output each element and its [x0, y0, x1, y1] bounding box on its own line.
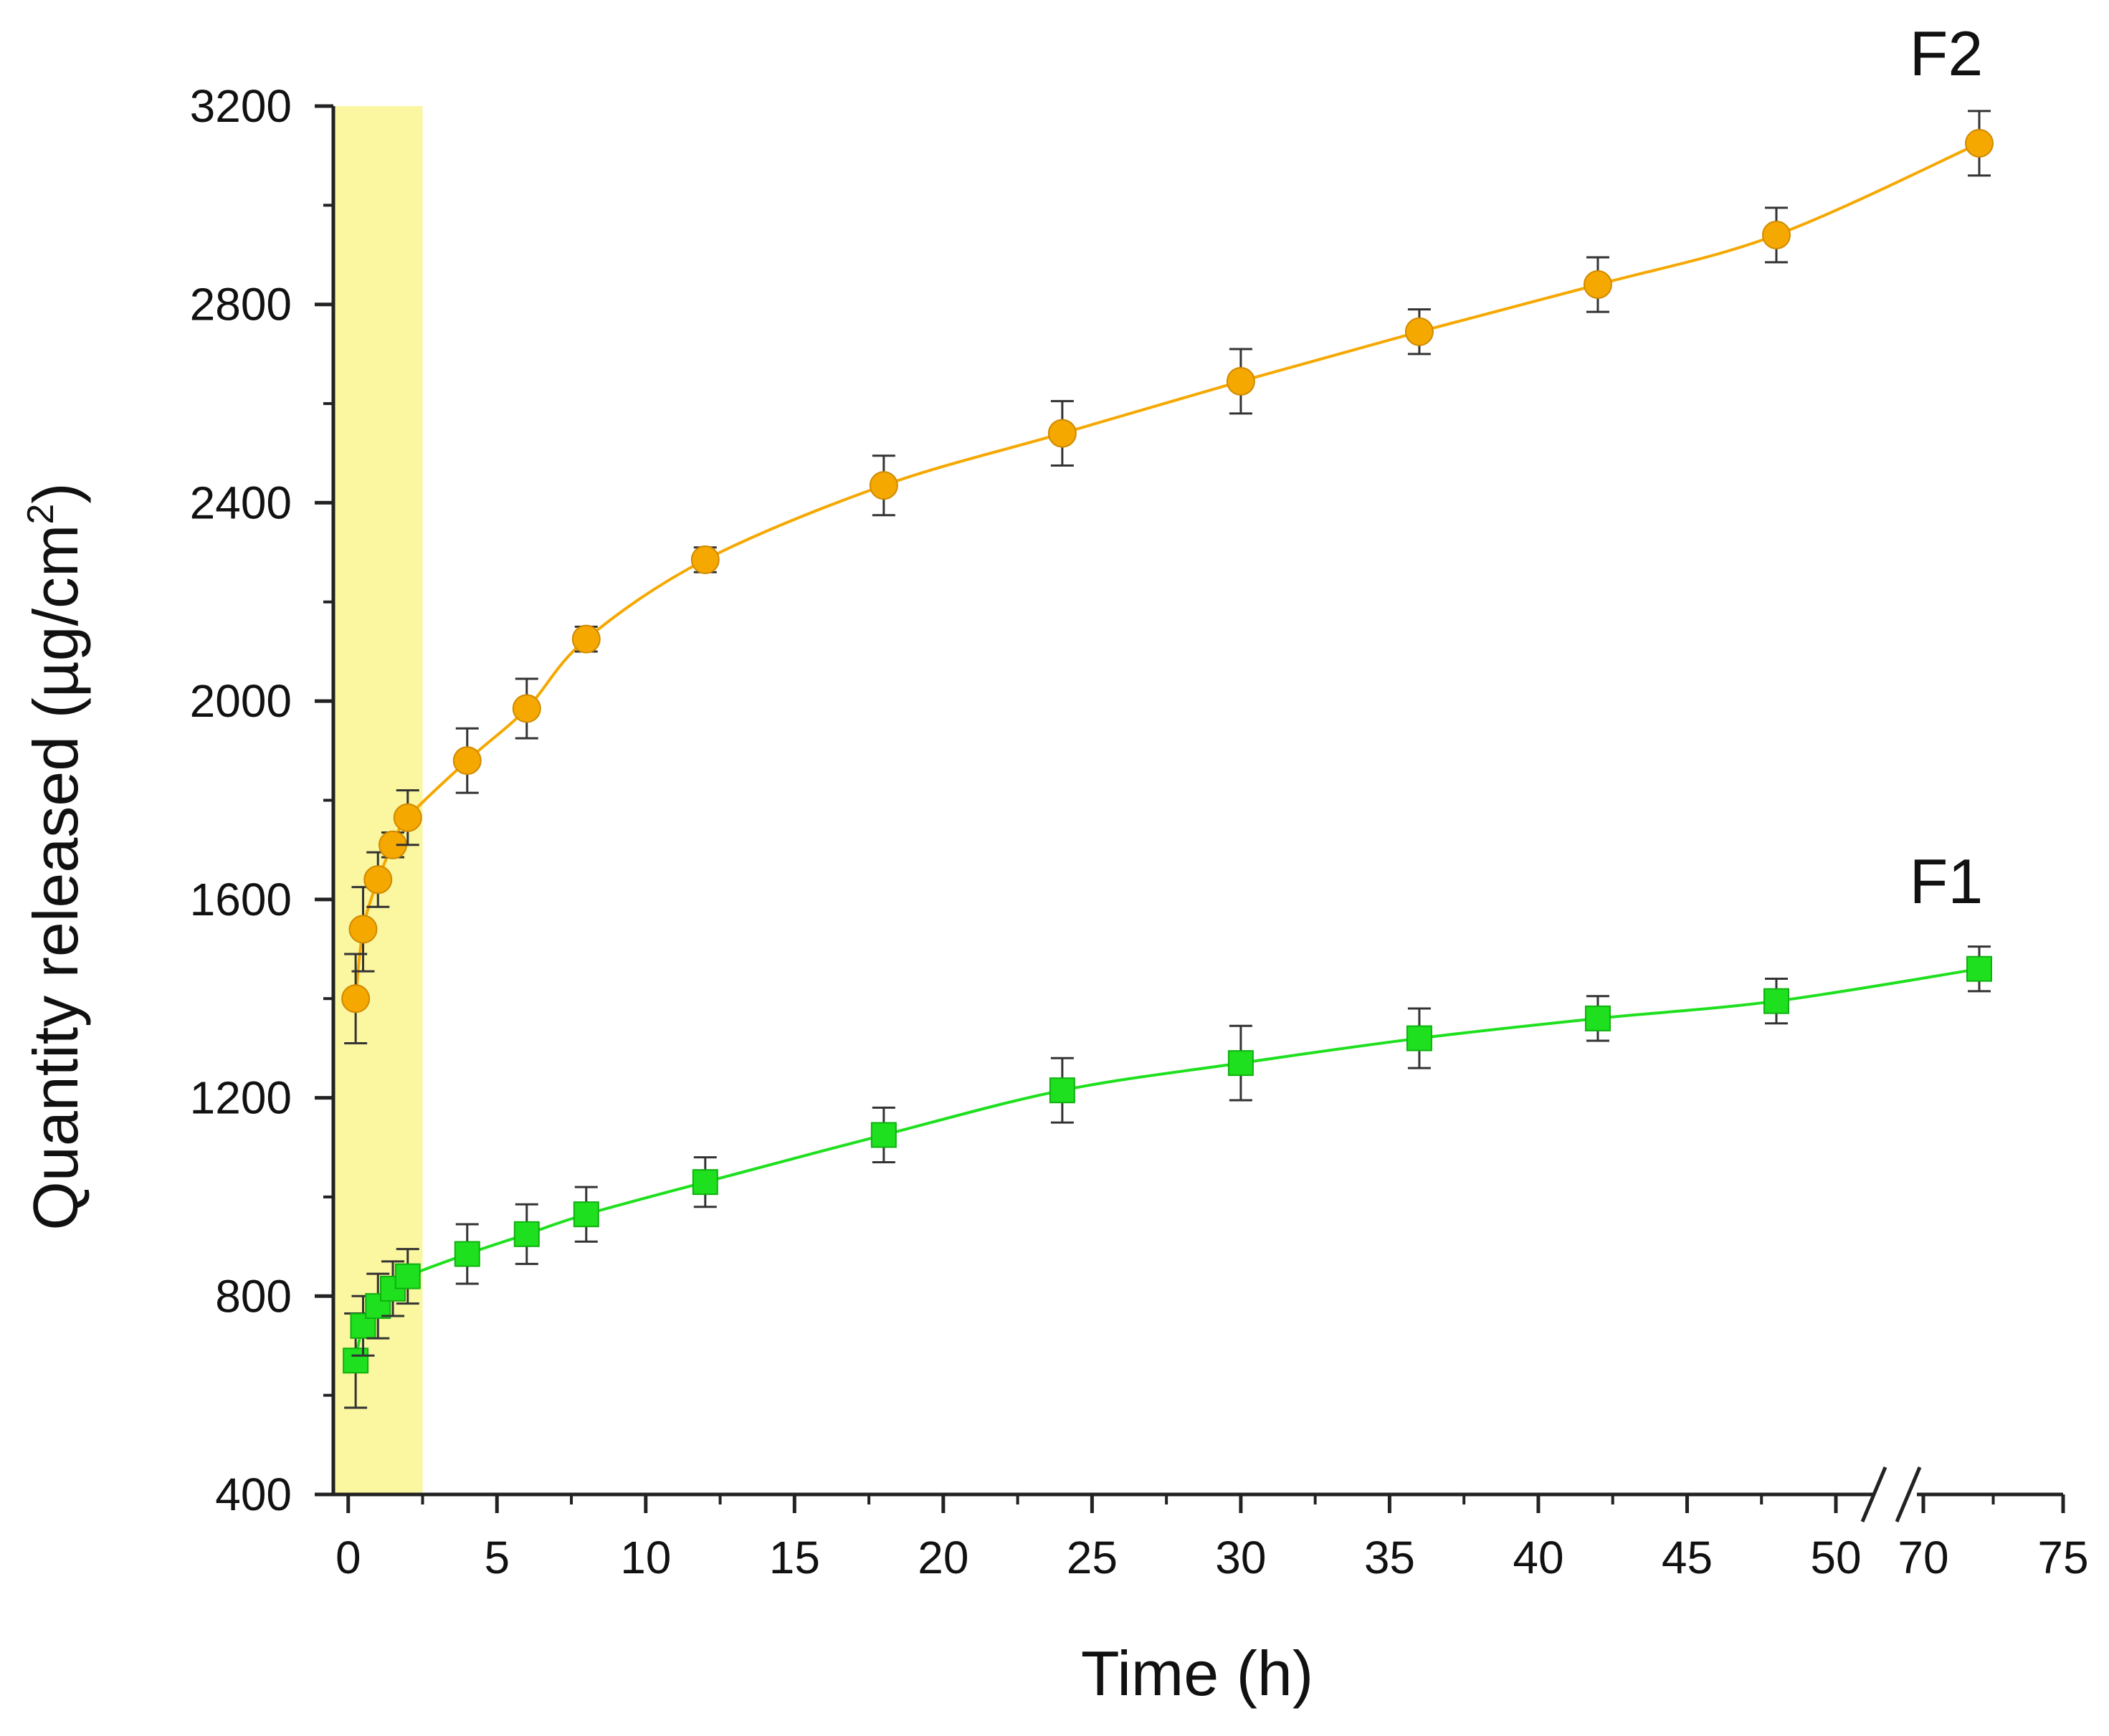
data-point-f1 [1049, 1057, 1075, 1124]
y-tick-label: 2800 [190, 279, 292, 330]
marker-f2 [1965, 128, 1994, 158]
x-tick-label: 45 [1662, 1532, 1713, 1583]
data-point-f1 [1227, 1024, 1254, 1102]
series-label-f2: F2 [1910, 18, 1984, 89]
data-point-f2 [690, 545, 720, 574]
x-tick-label: 20 [918, 1532, 968, 1583]
data-point-f1 [1406, 1007, 1432, 1069]
marker-f2 [571, 624, 601, 654]
marker-f2 [341, 984, 371, 1014]
data-point-f1 [1763, 978, 1789, 1025]
data-point-f2 [1404, 308, 1434, 356]
data-point-f2 [1047, 400, 1077, 467]
x-tick-label: 40 [1513, 1532, 1563, 1583]
marker-f2 [512, 694, 541, 723]
marker-f2 [1226, 366, 1255, 396]
series-line-f1 [354, 967, 1980, 1361]
y-tick-label: 1200 [190, 1072, 292, 1124]
y-axis-title-end: ) [20, 482, 91, 503]
x-tick-label: 30 [1215, 1532, 1266, 1583]
marker-f1 [1966, 955, 1992, 982]
data-point-f2 [1761, 206, 1791, 264]
marker-f1 [870, 1122, 897, 1148]
data-point-f2 [341, 953, 371, 1044]
marker-f1 [1763, 988, 1789, 1014]
data-point-f1 [394, 1248, 421, 1305]
data-point-f2 [1965, 110, 1994, 177]
data-point-f2 [452, 727, 482, 794]
marker-f2 [1047, 419, 1077, 448]
marker-f1 [1049, 1077, 1075, 1104]
data-point-f2 [393, 789, 422, 846]
marker-f1 [513, 1221, 540, 1247]
marker-f2 [452, 746, 482, 776]
y-tick-label: 2400 [190, 477, 292, 528]
marker-f2 [393, 803, 422, 832]
data-point-f2 [869, 454, 898, 517]
data-point-f1 [692, 1156, 718, 1208]
data-point-f1 [870, 1106, 897, 1164]
x-tick-label: 35 [1364, 1532, 1415, 1583]
data-point-f1 [513, 1203, 540, 1265]
marker-f2 [1761, 220, 1791, 249]
y-tick-label: 2000 [190, 675, 292, 727]
x-axis-break-mark [1895, 1466, 1922, 1522]
marker-f2 [869, 471, 898, 500]
data-point-f1 [1966, 945, 1992, 993]
marker-f2 [1404, 317, 1434, 346]
marker-f1 [343, 1348, 369, 1374]
data-point-f2 [1583, 256, 1612, 313]
marker-f2 [363, 865, 393, 895]
marker-f1 [692, 1169, 718, 1196]
data-point-f2 [571, 624, 601, 654]
data-point-f1 [573, 1186, 599, 1243]
marker-f1 [454, 1241, 480, 1267]
marker-f1 [394, 1263, 421, 1289]
data-point-f1 [454, 1223, 480, 1285]
y-tick-label: 800 [215, 1270, 292, 1322]
marker-f1 [573, 1201, 599, 1228]
marker-f2 [690, 545, 720, 574]
x-axis-break-mark [1860, 1466, 1887, 1522]
y-axis-title: Quantity released (µg/cm2) [20, 482, 91, 1230]
marker-f1 [1227, 1050, 1254, 1077]
marker-f1 [1584, 1005, 1611, 1031]
y-tick-label: 1600 [190, 874, 292, 925]
y-tick-label: 3200 [190, 80, 292, 132]
y-axis-title-sup: 2 [20, 504, 62, 525]
x-tick-label: 10 [620, 1532, 671, 1583]
data-point-f2 [512, 677, 541, 740]
marker-f2 [348, 915, 378, 944]
x-tick-label: 25 [1067, 1532, 1118, 1583]
x-tick-label: 70 [1898, 1532, 1948, 1583]
x-tick-label: 50 [1810, 1532, 1861, 1583]
x-tick-label: 5 [484, 1532, 510, 1583]
x-tick-label: 15 [769, 1532, 820, 1583]
x-tick-label: 0 [335, 1532, 361, 1583]
x-tick-label: 75 [2037, 1532, 2088, 1583]
series-line-f2 [354, 142, 1980, 999]
marker-f2 [1583, 270, 1612, 300]
marker-f1 [1406, 1025, 1432, 1051]
data-point-f2 [1226, 348, 1255, 415]
series-label-f1: F1 [1910, 846, 1984, 917]
data-point-f2 [379, 830, 408, 859]
y-tick-label: 400 [215, 1469, 292, 1520]
y-axis-title-main: Quantity released (µg/cm [20, 525, 91, 1231]
x-axis-title: Time (h) [1081, 1638, 1313, 1709]
data-point-f1 [1584, 995, 1611, 1042]
